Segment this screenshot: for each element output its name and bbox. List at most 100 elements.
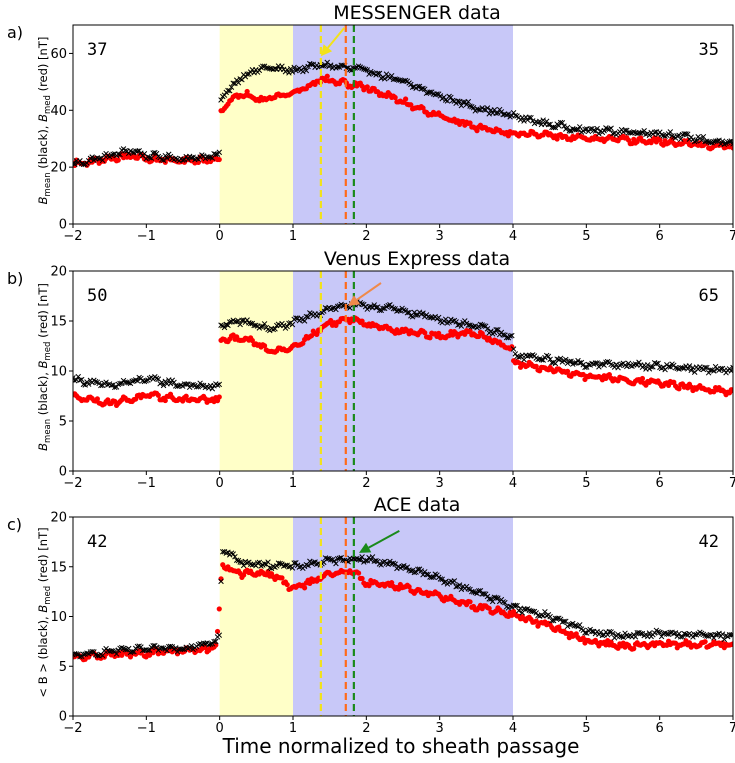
x-tick-label: −1 [137, 721, 156, 736]
data-point [199, 382, 205, 389]
data-point [329, 305, 336, 311]
data-point [340, 302, 346, 309]
data-point [286, 320, 292, 327]
data-point [563, 356, 569, 363]
data-point [434, 91, 440, 97]
data-point [289, 69, 296, 75]
data-point [98, 382, 104, 389]
data-point [557, 355, 564, 362]
data-point [261, 561, 268, 567]
data-point [287, 66, 294, 72]
data-point [265, 559, 271, 565]
data-point [561, 618, 567, 625]
annotation-arrow [359, 530, 400, 553]
arrow-head [320, 44, 333, 57]
data-point [324, 73, 330, 79]
data-point [730, 141, 733, 147]
y-axis-label-part: (red) [nT] [36, 283, 50, 341]
arrow-shaft [327, 27, 346, 49]
shaded-region-2 [293, 517, 513, 716]
data-point [221, 92, 228, 98]
data-point [481, 591, 487, 597]
data-point [267, 565, 273, 571]
data-point [430, 574, 437, 580]
panel-title: Venus Express data [324, 248, 510, 270]
data-point [408, 568, 414, 574]
data-point [704, 364, 710, 371]
data-point [566, 621, 573, 628]
data-point [639, 375, 646, 382]
data-point [408, 102, 414, 108]
data-point [77, 377, 83, 383]
x-tick-label: 1 [289, 721, 297, 736]
data-point [470, 105, 477, 111]
arrow-shaft [356, 282, 382, 301]
data-point [305, 63, 311, 70]
data-point [80, 381, 87, 388]
data-point [92, 378, 99, 385]
series-black [73, 59, 733, 168]
data-point [314, 331, 320, 337]
data-point [216, 381, 223, 388]
data-point [336, 555, 343, 562]
data-point [77, 654, 83, 660]
data-point [303, 67, 310, 74]
x-tick-label: 2 [362, 229, 370, 244]
data-point [437, 93, 444, 99]
data-point [113, 651, 120, 657]
data-point [688, 134, 694, 140]
data-point [174, 383, 181, 390]
data-point [688, 367, 694, 374]
data-point [162, 397, 168, 404]
data-point [244, 560, 250, 566]
data-point [256, 559, 263, 566]
data-point [657, 137, 663, 143]
data-point [667, 129, 674, 135]
data-point [427, 335, 433, 341]
data-point [216, 149, 223, 156]
y-axis-label-part: B [36, 114, 50, 122]
data-point [148, 155, 155, 161]
data-point [719, 631, 726, 637]
data-point [324, 59, 331, 66]
data-point [510, 346, 517, 352]
data-point [472, 589, 479, 596]
data-point [373, 304, 379, 311]
data-point [185, 381, 191, 387]
panel-label: c) [7, 515, 22, 534]
data-point [587, 126, 593, 132]
data-point [150, 643, 156, 649]
data-point [216, 632, 223, 638]
data-point [465, 98, 472, 105]
data-point [188, 154, 195, 161]
data-point [380, 559, 386, 566]
data-point [291, 560, 297, 566]
data-point [172, 645, 179, 651]
data-point [486, 596, 492, 602]
y-tick-label: 15 [50, 560, 67, 575]
series-red [73, 315, 733, 409]
data-point [134, 378, 141, 384]
series-red [73, 562, 733, 663]
y-axis-label-part: med [43, 95, 53, 114]
event-count-right: 42 [699, 532, 719, 552]
data-point [646, 132, 653, 139]
data-point [129, 149, 135, 156]
data-point [704, 633, 710, 639]
y-tick-label: 60 [50, 47, 67, 62]
data-point [730, 641, 733, 647]
data-point [488, 328, 494, 334]
data-point [465, 322, 472, 329]
panel-label: b) [7, 269, 23, 288]
data-point [381, 76, 388, 82]
data-point [529, 608, 536, 615]
data-point [272, 326, 278, 332]
y-axis-label: < B > (black), Bmed (red) [nT] [36, 527, 53, 697]
data-point [503, 334, 510, 341]
panel-2: −2 −1 0 1 2 3 4 5 6 7 0 5 10 15 20 Venus Express data b)… [7, 248, 735, 491]
data-point [693, 138, 700, 144]
data-point [651, 630, 658, 636]
data-point [620, 634, 627, 641]
data-point [195, 383, 202, 390]
event-count-left: 37 [87, 40, 107, 60]
